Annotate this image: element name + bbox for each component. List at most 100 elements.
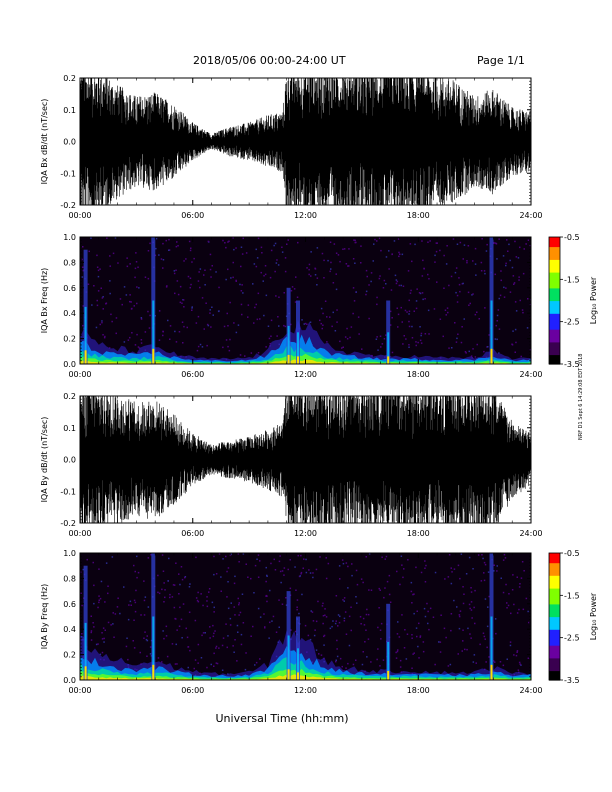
noise-speck xyxy=(395,657,398,659)
noise-speck xyxy=(335,620,337,622)
noise-speck xyxy=(188,611,191,613)
noise-speck xyxy=(370,589,373,591)
noise-speck xyxy=(215,647,217,649)
noise-speck xyxy=(257,554,260,556)
noise-speck xyxy=(241,593,244,595)
noise-speck xyxy=(227,241,229,243)
noise-speck xyxy=(407,270,410,272)
noise-speck xyxy=(310,610,312,612)
noise-speck xyxy=(504,557,507,559)
noise-speck xyxy=(424,298,426,300)
noise-speck xyxy=(245,652,247,654)
noise-speck xyxy=(451,347,453,349)
noise-speck xyxy=(255,303,257,306)
noise-speck xyxy=(146,639,149,642)
y-axis-label: IQA By Freq (Hz) xyxy=(40,584,49,650)
noise-speck xyxy=(247,304,250,306)
noise-speck xyxy=(187,275,190,278)
noise-speck xyxy=(275,295,277,297)
noise-speck xyxy=(415,344,417,347)
noise-speck xyxy=(250,635,252,637)
noise-speck xyxy=(209,637,211,639)
noise-speck xyxy=(206,666,208,669)
noise-speck xyxy=(476,311,478,313)
noise-speck xyxy=(483,635,486,638)
noise-speck xyxy=(309,638,312,641)
noise-speck xyxy=(423,267,425,270)
noise-speck xyxy=(272,615,275,618)
noise-speck xyxy=(378,587,380,590)
noise-speck xyxy=(454,271,457,274)
noise-speck xyxy=(295,589,297,591)
noise-speck xyxy=(167,580,169,582)
noise-speck xyxy=(189,277,192,279)
noise-speck xyxy=(222,239,224,242)
noise-speck xyxy=(365,293,367,296)
y-tick-label: 0.2 xyxy=(63,392,76,401)
noise-speck xyxy=(175,618,177,620)
burst-core xyxy=(152,300,155,364)
noise-speck xyxy=(260,271,262,274)
colorbar-swatch xyxy=(549,310,560,314)
noise-speck xyxy=(273,244,275,247)
noise-speck xyxy=(110,313,112,316)
noise-speck xyxy=(237,631,239,633)
noise-speck xyxy=(454,322,456,324)
y-tick-label: 0.8 xyxy=(63,258,76,267)
noise-speck xyxy=(484,638,486,640)
x-tick-label: 12:00 xyxy=(294,370,317,379)
x-tick-label: 06:00 xyxy=(181,686,204,695)
noise-speck xyxy=(191,309,193,311)
noise-speck xyxy=(467,291,470,294)
noise-speck xyxy=(402,343,404,345)
noise-speck xyxy=(470,587,472,589)
colorbar-swatch xyxy=(549,670,560,675)
noise-speck xyxy=(380,249,382,252)
noise-speck xyxy=(514,301,517,303)
noise-speck xyxy=(323,635,325,638)
colorbar-frame xyxy=(548,236,561,365)
noise-speck xyxy=(360,262,362,264)
burst-core xyxy=(287,635,290,680)
noise-speck xyxy=(396,650,399,653)
noise-speck xyxy=(519,583,521,585)
noise-speck xyxy=(134,570,136,573)
noise-speck xyxy=(364,641,366,643)
noise-speck xyxy=(234,614,236,616)
noise-speck xyxy=(232,276,234,279)
noise-speck xyxy=(197,591,199,594)
noise-speck xyxy=(286,243,288,245)
noise-speck xyxy=(502,591,505,594)
noise-speck xyxy=(96,254,98,257)
noise-speck xyxy=(148,327,151,329)
noise-speck xyxy=(319,556,321,558)
noise-speck xyxy=(187,666,189,669)
noise-speck xyxy=(119,298,122,300)
noise-speck xyxy=(232,237,234,239)
noise-speck xyxy=(301,593,303,596)
noise-speck xyxy=(217,310,220,313)
noise-speck xyxy=(188,240,191,243)
colorbar-swatch xyxy=(549,360,560,365)
noise-speck xyxy=(439,651,442,653)
noise-speck xyxy=(270,319,273,322)
noise-speck xyxy=(157,657,160,659)
noise-speck xyxy=(147,606,150,608)
noise-speck xyxy=(402,576,404,579)
noise-speck xyxy=(109,255,111,257)
noise-speck xyxy=(397,313,400,316)
noise-speck xyxy=(232,645,234,647)
noise-speck xyxy=(397,238,400,240)
noise-speck xyxy=(462,586,464,588)
noise-speck xyxy=(408,325,411,328)
noise-speck xyxy=(439,641,442,643)
noise-speck xyxy=(401,321,403,323)
noise-speck xyxy=(239,283,241,286)
noise-speck xyxy=(90,630,93,632)
noise-speck xyxy=(355,596,357,598)
colorbar-swatch xyxy=(549,348,560,352)
noise-speck xyxy=(495,243,498,245)
noise-speck xyxy=(482,557,484,560)
noise-speck xyxy=(227,268,229,271)
noise-speck xyxy=(514,328,517,331)
